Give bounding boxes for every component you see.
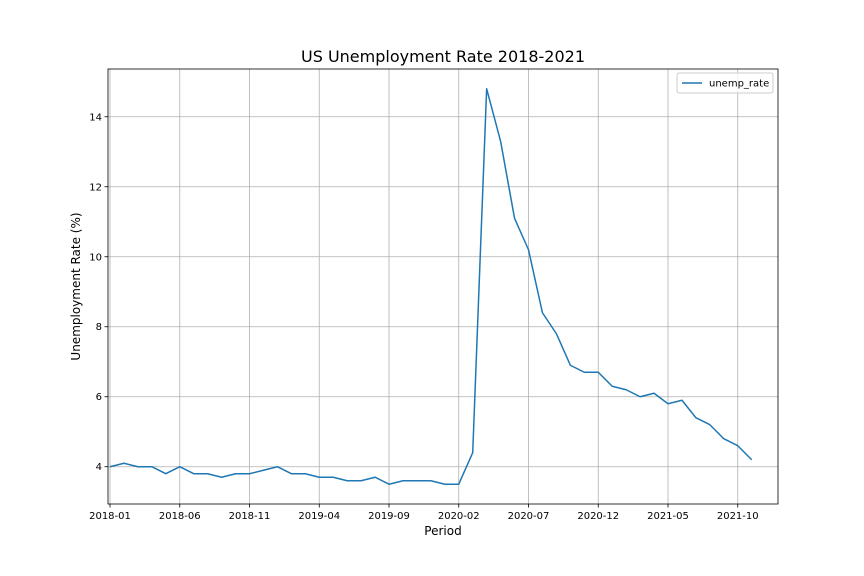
x-tick-label: 2018-01 <box>89 511 131 522</box>
x-tick-label: 2018-06 <box>159 511 201 522</box>
y-axis-label: Unemployment Rate (%) <box>69 212 83 360</box>
x-tick-label: 2021-05 <box>647 511 689 522</box>
legend-label-unemp-rate: unemp_rate <box>709 79 769 90</box>
x-tick-label: 2020-02 <box>438 511 480 522</box>
y-tick-label: 6 <box>96 392 102 403</box>
x-tick-label: 2020-07 <box>508 511 550 522</box>
y-tick-label: 14 <box>89 112 102 123</box>
plot-frame <box>107 68 779 505</box>
x-tick-label: 2020-12 <box>577 511 619 522</box>
line-layer <box>109 88 753 485</box>
tick-layer: 2018-01 2018-06 2018-11 2019-04 2019-09 2020-… <box>89 112 759 522</box>
series-line-unemp-rate <box>109 88 753 485</box>
y-tick-label: 12 <box>89 182 102 193</box>
x-axis-label: Period <box>424 524 461 538</box>
legend-box <box>676 72 774 94</box>
x-tick-label: 2019-09 <box>368 511 410 522</box>
legend: unemp_rate <box>676 72 774 94</box>
y-tick-label: 10 <box>89 252 102 263</box>
chart-title: US Unemployment Rate 2018-2021 <box>301 47 585 66</box>
x-tick-label: 2018-11 <box>229 511 271 522</box>
x-tick-label: 2019-04 <box>298 511 340 522</box>
grid-layer <box>108 69 778 504</box>
y-tick-label: 4 <box>96 462 102 473</box>
x-tick-label: 2021-10 <box>717 511 759 522</box>
y-tick-label: 8 <box>96 322 102 333</box>
